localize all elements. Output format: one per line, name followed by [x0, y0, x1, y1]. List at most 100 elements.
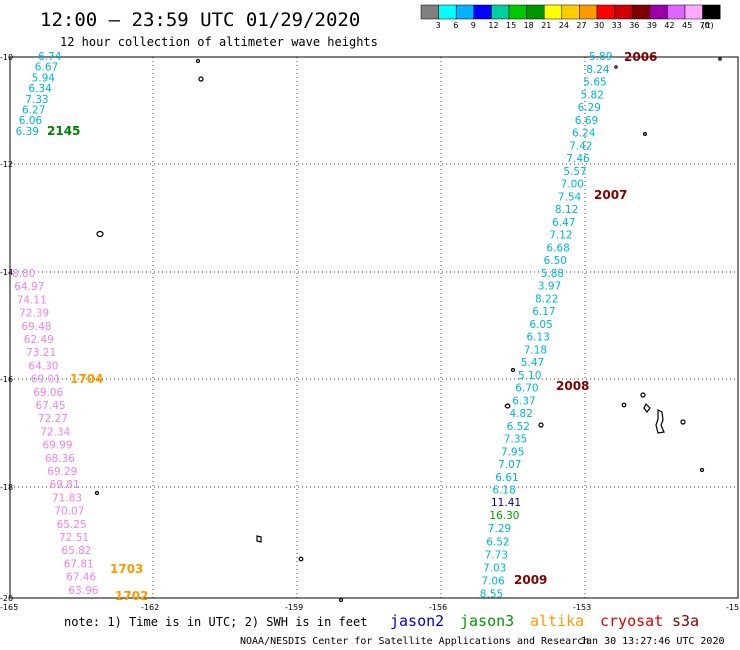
island-shape — [338, 597, 344, 603]
wave-height-value: 7.29 — [488, 523, 511, 535]
colorbar-label: 15 — [506, 21, 516, 30]
island-shape — [538, 422, 544, 428]
wave-height-value: 6.67 — [35, 62, 58, 74]
wave-height-value: 69.01 — [31, 374, 61, 386]
wave-height-value: 5.47 — [521, 357, 544, 369]
wave-height-value: 3.97 — [538, 281, 561, 293]
legend-altika: altika — [530, 612, 584, 630]
lat-label: -16 — [0, 375, 13, 384]
altimeter-tracks: 6.746.675.946.347.336.276.066.39 8.8064.9… — [12, 51, 612, 601]
footer-credit: NOAA/NESDIS Center for Satellite Applica… — [240, 636, 589, 647]
wave-height-value: 6.05 — [529, 319, 552, 331]
wave-height-value: 7.73 — [485, 549, 508, 561]
lat-label: -20 — [0, 594, 13, 603]
colorbar-swatch — [631, 4, 651, 20]
wave-height-value: 16.30 — [489, 510, 519, 522]
colorbar-label: 18 — [524, 21, 534, 30]
wave-height-value: 65.82 — [61, 545, 91, 557]
time-label: 1704 — [70, 372, 103, 386]
wave-height-value: 6.47 — [552, 217, 575, 229]
wave-height-value: 71.83 — [52, 492, 82, 504]
colorbar-label: 21 — [541, 21, 551, 30]
wave-height-value: 5.10 — [518, 370, 541, 382]
map-subtitle: 12 hour collection of altimeter wave hei… — [60, 35, 378, 49]
time-label: 2009 — [514, 573, 547, 587]
wave-height-value: 7.07 — [498, 459, 521, 471]
colorbar-swatch — [438, 4, 457, 20]
wave-height-value: 6.17 — [532, 306, 555, 318]
wave-height-value: 5.88 — [541, 268, 564, 280]
wave-height-value: 72.39 — [19, 308, 49, 320]
wave-height-value: 6.06 — [19, 115, 43, 127]
wave-height-value: 6.34 — [28, 83, 52, 95]
footer-timestamp: Jan 30 13:27:46 UTC 2020 — [580, 636, 725, 647]
wave-height-value: 69.99 — [43, 440, 73, 452]
island-shape — [504, 403, 511, 409]
color-scale-legend: 3 6 9 12 15 18 21 24 27 30 33 36 39 42 45 70(ft) — [420, 4, 721, 30]
note-text: note: 1) Time is in UTC; 2) SWH is in fe… — [64, 615, 367, 629]
colorbar-swatch — [491, 4, 510, 20]
wave-height-value: 64.97 — [14, 281, 44, 293]
colorbar-label: 6 — [453, 21, 458, 30]
wave-height-value: 65.25 — [57, 519, 87, 531]
latitude-labels: -10 -12 -14 -16 -18 -20 — [0, 53, 13, 603]
wave-height-value: 8.24 — [586, 64, 610, 76]
time-label: 2008 — [556, 379, 589, 393]
wave-height-value: 69.81 — [50, 479, 80, 491]
island-shape — [718, 57, 722, 61]
island-shape — [256, 535, 262, 543]
wave-height-value: 8.22 — [535, 293, 558, 305]
island-shape — [96, 230, 104, 238]
wave-height-value: 67.81 — [64, 558, 94, 570]
island-shape — [621, 402, 627, 408]
colorbar-swatch — [561, 4, 580, 20]
lat-label: -14 — [0, 268, 13, 277]
island-shape — [699, 467, 705, 473]
colorbar-label: 36 — [629, 21, 639, 30]
wave-height-value: 6.70 — [515, 383, 538, 395]
colorbar-swatch — [667, 4, 686, 20]
colorbar-swatch — [649, 4, 668, 20]
wave-height-value: 6.52 — [486, 536, 509, 548]
wave-height-value: 5.89 — [589, 51, 612, 63]
time-label: 1703 — [110, 562, 143, 576]
wave-height-value: 7.46 — [566, 153, 590, 165]
legend-jason2: jason2 — [390, 612, 444, 630]
island-shape — [643, 402, 651, 413]
wave-height-value: 70.07 — [54, 506, 84, 518]
wave-height-value: 8.12 — [555, 204, 578, 216]
island-shape — [614, 65, 618, 69]
wave-height-value: 7.35 — [504, 434, 527, 446]
colorbar-label: 9 — [471, 21, 476, 30]
wave-height-value: 5.94 — [32, 72, 56, 84]
lon-label: -165 — [0, 603, 18, 612]
wave-height-value: 64.30 — [28, 360, 58, 372]
colorbar-swatch — [455, 4, 475, 20]
wave-height-value: 6.74 — [38, 51, 62, 63]
wave-height-value: 63.96 — [68, 585, 98, 597]
wave-height-value: 6.13 — [527, 332, 550, 344]
wave-height-value: 69.06 — [33, 387, 63, 399]
longitude-labels: -165 -162 -159 -156 -153 -15 — [0, 603, 739, 612]
colorbar-label: (ft) — [702, 21, 714, 30]
wave-height-value: 6.29 — [578, 102, 601, 114]
wave-height-value: 11.41 — [491, 497, 521, 509]
lat-label: -10 — [0, 53, 13, 62]
wave-height-value: 6.52 — [507, 421, 530, 433]
wave-height-value: 7.03 — [483, 563, 506, 575]
wave-height-value: 8.55 — [480, 589, 503, 601]
wave-height-value: 6.27 — [22, 105, 45, 117]
wave-height-value: 5.65 — [583, 77, 606, 89]
colorbar-label: 27 — [576, 21, 586, 30]
colorbar-label: 45 — [682, 21, 692, 30]
island-shape — [655, 409, 665, 434]
colorbar-label: 3 — [436, 21, 441, 30]
lon-label: -156 — [429, 603, 447, 612]
colorbar-swatch — [526, 4, 545, 20]
colorbar-swatch — [508, 4, 527, 20]
lon-label: -159 — [285, 603, 303, 612]
wave-height-value: 7.06 — [481, 576, 505, 588]
wave-height-value: 8.80 — [12, 268, 35, 280]
lon-label: -162 — [141, 603, 159, 612]
wave-height-value: 6.39 — [16, 126, 39, 138]
